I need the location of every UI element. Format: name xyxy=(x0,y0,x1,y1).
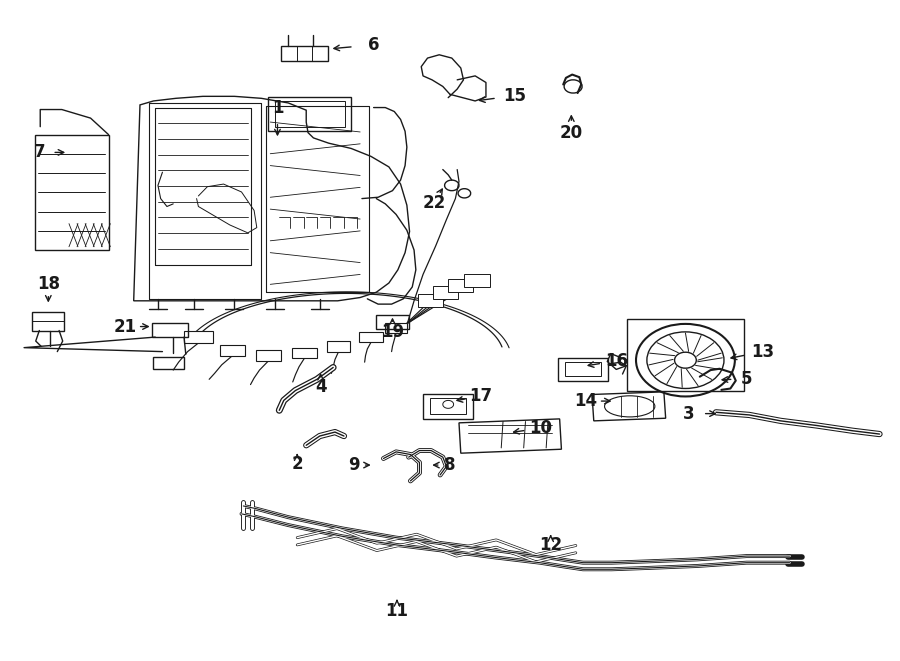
Text: 12: 12 xyxy=(539,536,562,554)
Bar xyxy=(154,357,184,369)
Text: 8: 8 xyxy=(445,456,455,474)
Polygon shape xyxy=(35,135,109,250)
Polygon shape xyxy=(359,332,382,342)
Text: 17: 17 xyxy=(469,387,492,405)
Polygon shape xyxy=(327,341,350,352)
Polygon shape xyxy=(464,274,490,287)
Text: 13: 13 xyxy=(752,342,774,361)
Polygon shape xyxy=(220,345,245,356)
Text: 14: 14 xyxy=(574,392,598,410)
Bar xyxy=(274,101,345,128)
Text: 4: 4 xyxy=(315,377,327,395)
Text: 20: 20 xyxy=(560,124,583,141)
Polygon shape xyxy=(627,319,743,391)
Polygon shape xyxy=(256,350,281,361)
Text: 22: 22 xyxy=(422,194,446,212)
Text: 5: 5 xyxy=(741,369,752,387)
Text: 1: 1 xyxy=(272,98,284,116)
Text: 9: 9 xyxy=(348,456,360,474)
Text: 11: 11 xyxy=(385,602,409,620)
Polygon shape xyxy=(292,348,317,358)
Polygon shape xyxy=(385,323,407,333)
Bar xyxy=(565,362,601,376)
Polygon shape xyxy=(592,392,666,421)
Polygon shape xyxy=(418,294,443,307)
Text: 2: 2 xyxy=(292,455,303,473)
Polygon shape xyxy=(433,286,458,299)
Bar xyxy=(376,315,409,329)
Polygon shape xyxy=(459,419,562,453)
Bar xyxy=(558,358,608,381)
Polygon shape xyxy=(134,97,410,301)
Bar xyxy=(32,312,65,330)
Text: 10: 10 xyxy=(529,419,553,437)
Bar xyxy=(152,323,187,337)
Polygon shape xyxy=(184,331,212,343)
Text: 19: 19 xyxy=(381,323,404,341)
Bar xyxy=(268,97,351,132)
Text: 16: 16 xyxy=(606,352,628,370)
Bar xyxy=(430,398,466,414)
Bar xyxy=(281,46,328,61)
Text: 21: 21 xyxy=(114,317,137,336)
Polygon shape xyxy=(448,279,473,292)
Text: 6: 6 xyxy=(368,36,380,54)
Text: 15: 15 xyxy=(503,87,526,104)
Text: 3: 3 xyxy=(683,405,695,422)
Bar xyxy=(423,394,473,419)
Text: 7: 7 xyxy=(33,143,45,161)
Text: 18: 18 xyxy=(37,276,59,293)
